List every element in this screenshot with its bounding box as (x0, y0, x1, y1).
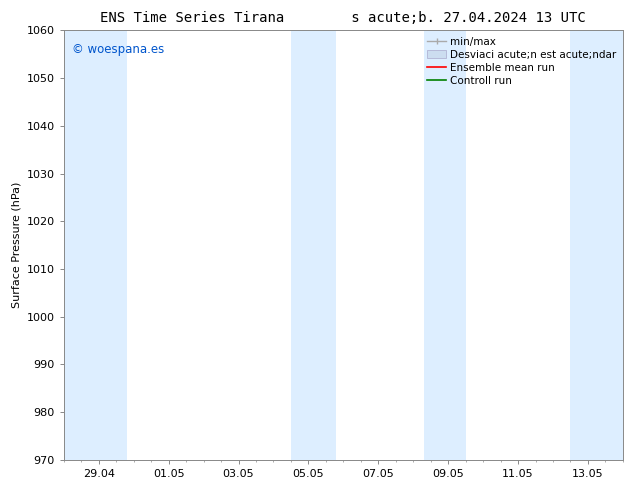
Title: ENS Time Series Tirana        s acute;b. 27.04.2024 13 UTC: ENS Time Series Tirana s acute;b. 27.04.… (100, 11, 586, 25)
Y-axis label: Surface Pressure (hPa): Surface Pressure (hPa) (11, 182, 21, 308)
Legend: min/max, Desviaci acute;n est acute;ndar, Ensemble mean run, Controll run: min/max, Desviaci acute;n est acute;ndar… (424, 32, 621, 90)
Bar (64, 30, 127, 460)
Bar (424, 30, 465, 460)
Bar (571, 30, 623, 460)
Text: © woespana.es: © woespana.es (72, 43, 164, 56)
Bar (291, 30, 337, 460)
